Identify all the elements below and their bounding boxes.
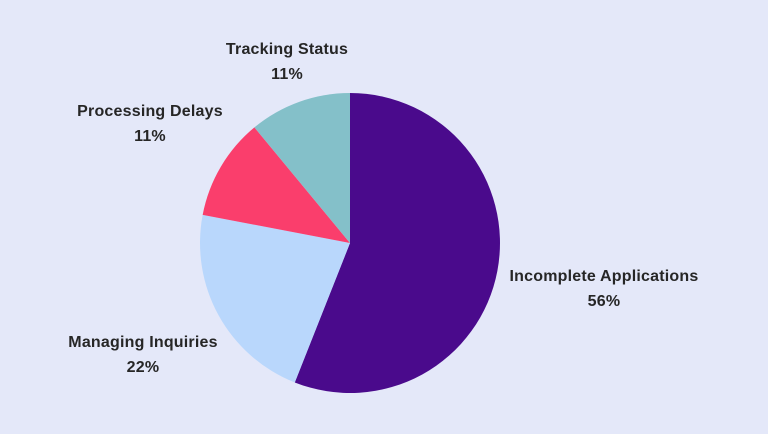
slice-percent-text: 22% (126, 359, 160, 376)
pie-slice-processing-delays (202, 127, 350, 243)
slice-label-managing-inquiries: Managing Inquiries 22% (68, 330, 217, 380)
slice-label-text: Tracking Status (225, 41, 349, 58)
pie-slice-tracking-status (254, 93, 350, 243)
pie-slice-incomplete-applications (294, 93, 500, 393)
slice-label-text: Processing Delays (77, 103, 223, 120)
slice-label-incomplete-applications: Incomplete Applications 56% (510, 264, 699, 314)
slice-label-processing-delays: Processing Delays 11% (77, 99, 223, 149)
slice-label-text: Managing Inquiries (68, 334, 218, 351)
slice-label-text: Incomplete Applications (509, 268, 699, 285)
slice-percent-text: 11% (271, 66, 303, 83)
slice-percent-text: 11% (134, 128, 166, 145)
pie-slice-managing-inquiries (200, 214, 350, 383)
slice-percent-text: 56% (587, 293, 621, 310)
slice-label-tracking-status: Tracking Status 11% (226, 37, 348, 87)
